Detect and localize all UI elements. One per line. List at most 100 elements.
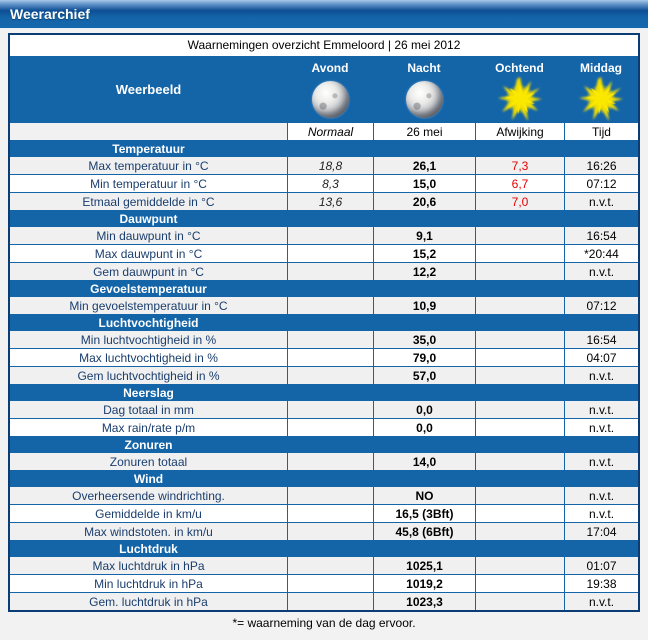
period-label: Nacht	[407, 61, 441, 75]
normaal-cell	[287, 592, 373, 610]
normaal-cell	[287, 348, 373, 366]
data-row: Zonuren totaal 14,0 n.v.t.	[10, 452, 638, 470]
value-cell: 1019,2	[373, 574, 475, 592]
afwijking-cell	[475, 592, 564, 610]
afwijking-cell	[475, 400, 564, 418]
value-cell: 45,8 (6Bft)	[373, 522, 475, 540]
tijd-cell: *20:44	[564, 244, 638, 262]
afwijking-cell	[475, 486, 564, 504]
tijd-cell: 07:12	[564, 296, 638, 314]
row-label-cell: Zonuren totaal	[10, 452, 287, 470]
data-row: Max luchtvochtigheid in % 79,0 04:07	[10, 348, 638, 366]
data-row: Min luchtdruk in hPa 1019,2 19:38	[10, 574, 638, 592]
section-header: Temperatuur	[10, 140, 638, 156]
section-header: Zonuren	[10, 436, 638, 452]
section-title: Temperatuur	[112, 141, 185, 156]
normaal-cell	[287, 226, 373, 244]
afwijking-cell	[475, 330, 564, 348]
moon-icon	[405, 80, 443, 118]
section-header: Luchtdruk	[10, 540, 638, 556]
value-cell: 14,0	[373, 452, 475, 470]
tijd-cell: n.v.t.	[564, 366, 638, 384]
row-label-cell: Max rain/rate p/m	[10, 418, 287, 436]
value-cell: 12,2	[373, 262, 475, 280]
data-row: Max luchtdruk in hPa 1025,1 01:07	[10, 556, 638, 574]
normaal-cell: 18,8	[287, 156, 373, 174]
section-header: Gevoelstemperatuur	[10, 280, 638, 296]
sun-icon	[579, 77, 623, 121]
data-row: Dag totaal in mm 0,0 n.v.t.	[10, 400, 638, 418]
normaal-cell	[287, 574, 373, 592]
tijd-cell: 17:04	[564, 522, 638, 540]
afwijking-cell	[475, 556, 564, 574]
data-row: Etmaal gemiddelde in °C 13,6 20,6 7,0 n.…	[10, 192, 638, 210]
row-label-cell: Gem luchtvochtigheid in %	[10, 366, 287, 384]
value-cell: 0,0	[373, 400, 475, 418]
row-label-cell: Gem. luchtdruk in hPa	[10, 592, 287, 610]
section-title: Neerslag	[123, 385, 174, 400]
section-title: Gevoelstemperatuur	[90, 281, 207, 296]
afwijking-cell	[475, 418, 564, 436]
period-label: Ochtend	[495, 61, 544, 75]
normaal-cell: 13,6	[287, 192, 373, 210]
normaal-cell	[287, 504, 373, 522]
row-label-cell: Max dauwpunt in °C	[10, 244, 287, 262]
data-row: Overheersende windrichting. NO n.v.t.	[10, 486, 638, 504]
value-cell: NO	[373, 486, 475, 504]
data-row: Max temperatuur in °C 18,8 26,1 7,3 16:2…	[10, 156, 638, 174]
tijd-cell: 16:54	[564, 226, 638, 244]
sun-icon	[497, 77, 542, 121]
value-cell: 15,0	[373, 174, 475, 192]
afwijking-cell	[475, 296, 564, 314]
weather-table: Waarnemingen overzicht Emmeloord | 26 me…	[8, 33, 640, 612]
afwijking-cell	[475, 452, 564, 470]
period-label: Middag	[580, 61, 622, 75]
data-row: Gem luchtvochtigheid in % 57,0 n.v.t.	[10, 366, 638, 384]
weerbeeld-section: Weerbeeld Avond Nacht Ochtend Middag	[10, 56, 638, 122]
row-label-cell: Min temperatuur in °C	[10, 174, 287, 192]
afwijking-cell	[475, 226, 564, 244]
row-label-cell: Min luchtdruk in hPa	[10, 574, 287, 592]
normaal-cell	[287, 418, 373, 436]
tijd-cell: 16:26	[564, 156, 638, 174]
weerbeeld-label: Weerbeeld	[115, 81, 182, 97]
row-label-cell: Min luchtvochtigheid in %	[10, 330, 287, 348]
sections-container: Temperatuur Max temperatuur in °C 18,8 2…	[10, 140, 638, 610]
value-cell: 26,1	[373, 156, 475, 174]
value-cell: 79,0	[373, 348, 475, 366]
afwijking-cell: 7,0	[475, 192, 564, 210]
value-cell: 9,1	[373, 226, 475, 244]
tijd-cell: 01:07	[564, 556, 638, 574]
normaal-cell: 8,3	[287, 174, 373, 192]
tijd-cell: n.v.t.	[564, 452, 638, 470]
value-cell: 10,9	[373, 296, 475, 314]
tijd-cell: n.v.t.	[564, 192, 638, 210]
column-header-normaal: Normaal	[287, 122, 373, 140]
data-row: Gem. luchtdruk in hPa 1023,3 n.v.t.	[10, 592, 638, 610]
row-label-cell: Max luchtvochtigheid in %	[10, 348, 287, 366]
row-label-cell: Max windstoten. in km/u	[10, 522, 287, 540]
afwijking-cell	[475, 262, 564, 280]
section-title: Luchtvochtigheid	[98, 315, 199, 330]
value-cell: 1025,1	[373, 556, 475, 574]
tijd-cell: n.v.t.	[564, 592, 638, 610]
row-label-cell: Etmaal gemiddelde in °C	[10, 192, 287, 210]
value-cell: 15,2	[373, 244, 475, 262]
data-row: Max windstoten. in km/u 45,8 (6Bft) 17:0…	[10, 522, 638, 540]
period-label: Avond	[311, 61, 349, 75]
column-header-afwijking: Afwijking	[475, 122, 564, 140]
section-header: Luchtvochtigheid	[10, 314, 638, 330]
normaal-cell	[287, 262, 373, 280]
tijd-cell: n.v.t.	[564, 262, 638, 280]
data-row: Min dauwpunt in °C 9,1 16:54	[10, 226, 638, 244]
normaal-cell	[287, 244, 373, 262]
period-icon-cell	[564, 76, 638, 122]
normaal-cell	[287, 366, 373, 384]
tijd-cell: n.v.t.	[564, 400, 638, 418]
value-cell: 0,0	[373, 418, 475, 436]
value-cell: 57,0	[373, 366, 475, 384]
column-header-spacer	[10, 122, 287, 140]
row-label-cell: Gemiddelde in km/u	[10, 504, 287, 522]
data-row: Max dauwpunt in °C 15,2 *20:44	[10, 244, 638, 262]
value-cell: 35,0	[373, 330, 475, 348]
